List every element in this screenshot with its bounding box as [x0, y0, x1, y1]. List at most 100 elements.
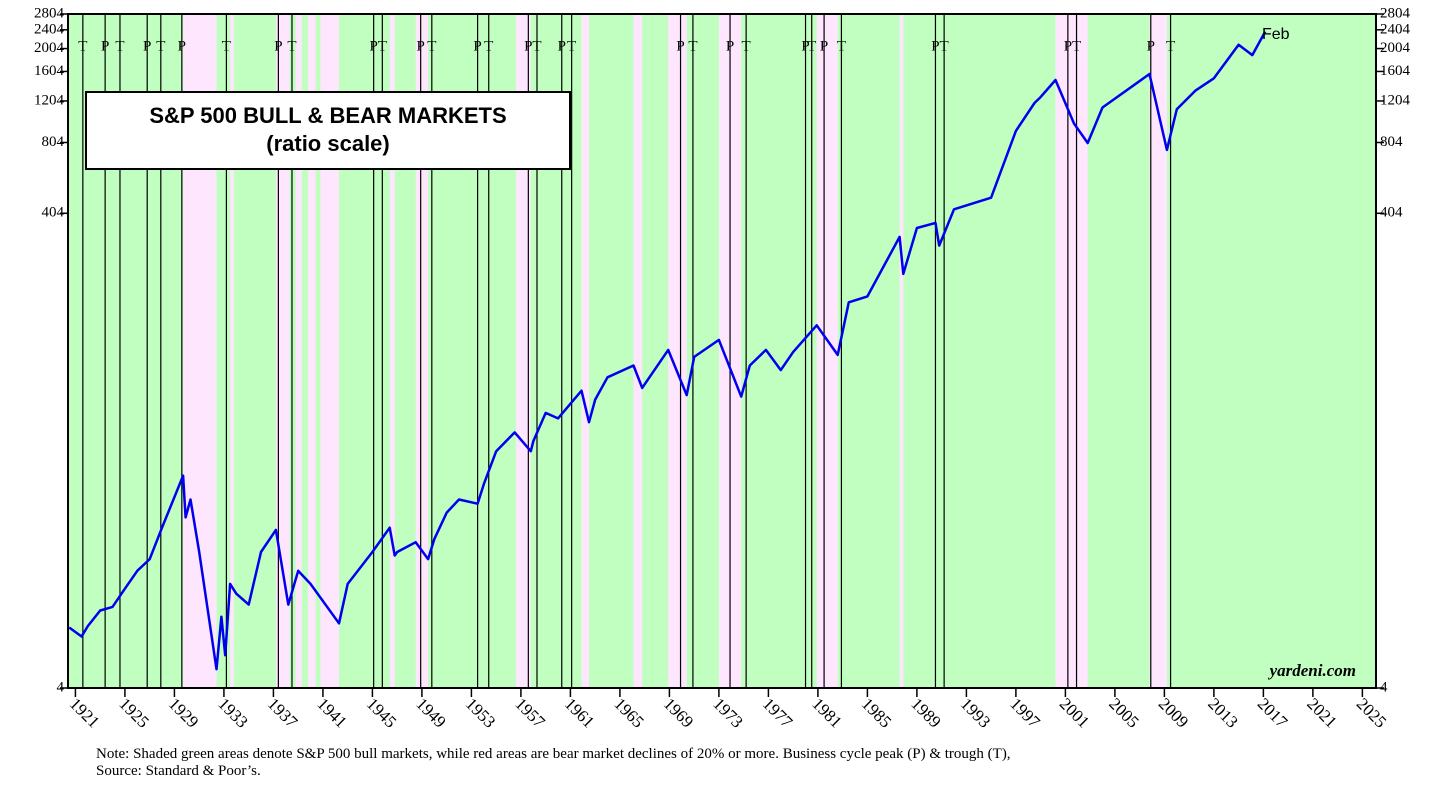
bear-market [816, 14, 838, 688]
cycle-label: T [1072, 38, 1081, 54]
x-tick-label: 1957 [511, 694, 549, 732]
y2-tick-label: 804 [1380, 134, 1403, 150]
x-tick-label: 1929 [165, 694, 202, 731]
cycle-label: P [143, 38, 151, 54]
cycle-label: P [417, 38, 425, 54]
x-tick-label: 1977 [759, 694, 797, 732]
cycle-label: P [558, 38, 566, 54]
annotation: Feb [1262, 26, 1290, 43]
cycle-label: T [427, 38, 436, 54]
x-tick-label: 1993 [957, 694, 994, 731]
plot-frame [67, 13, 1377, 689]
source: Source: Standard & Poor’s. [96, 763, 261, 779]
x-tick-label: 1945 [363, 694, 400, 731]
cycle-label: T [940, 38, 949, 54]
x-tick-label: 1969 [660, 694, 697, 731]
x-tick-label: 1949 [412, 694, 449, 731]
cycle-label: P [1064, 38, 1072, 54]
cycle-label: T [742, 38, 751, 54]
bear-market [581, 14, 589, 688]
bear-market [275, 14, 290, 688]
x-tick-label: 1989 [907, 694, 944, 731]
cycle-label: T [115, 38, 124, 54]
cycle-label: T [688, 38, 697, 54]
x-tick-label: 1925 [115, 694, 152, 731]
x-tick-label: 1961 [561, 694, 598, 731]
x-tick-label: 1953 [462, 694, 499, 731]
cycle-label: P [524, 38, 532, 54]
x-tick-label: 1937 [264, 694, 302, 732]
y-tick-label: 1204 [34, 92, 65, 108]
cycle-label: P [820, 38, 828, 54]
y-tick-label: 2004 [34, 40, 65, 56]
cycle-label: T [378, 38, 387, 54]
y2-tick-label: 2404 [1380, 21, 1411, 37]
chart: S&P 500 BULL & BEAR MARKETS (ratio scale… [34, 5, 1411, 732]
cycle-label: P [178, 38, 186, 54]
x-tick-label: 1973 [709, 694, 746, 731]
bear-market [1149, 14, 1167, 688]
title-box [85, 91, 571, 170]
cycle-label: P [1147, 38, 1155, 54]
bear-market [899, 14, 904, 688]
bear-market [633, 14, 643, 688]
cycle-label: T [287, 38, 296, 54]
x-tick-label: 1941 [313, 694, 350, 731]
x-tick-label: 2005 [1105, 694, 1142, 731]
cycle-label: T [222, 38, 231, 54]
x-tick-label: 1997 [1006, 694, 1044, 732]
cycle-label: T [1166, 38, 1175, 54]
x-tick-label: 1965 [610, 694, 647, 731]
y-tick-label: 2804 [34, 5, 65, 21]
bear-market [308, 14, 316, 688]
cycle-label: T [532, 38, 541, 54]
index-line [68, 30, 1267, 671]
x-tick-label: 1981 [808, 694, 845, 731]
cycle-label: T [807, 38, 816, 54]
x-tick-label: 2001 [1056, 694, 1093, 731]
bear-market [1055, 14, 1088, 688]
y2-tick-label: 2804 [1380, 5, 1411, 21]
x-tick-label: 2021 [1303, 694, 1340, 731]
x-tick-label: 2017 [1254, 694, 1292, 732]
y-tick-label: 804 [42, 134, 65, 150]
x-tick-label: 1921 [66, 694, 103, 731]
y2-tick-label: 1604 [1380, 63, 1411, 79]
cycle-label: P [931, 38, 939, 54]
chart-subtitle: (ratio scale) [266, 131, 390, 156]
y2-tick-label: 4 [1380, 679, 1388, 695]
cycle-label: P [801, 38, 809, 54]
bear-market [230, 14, 234, 688]
cycle-label: T [78, 38, 87, 54]
x-tick-label: 2025 [1353, 694, 1390, 731]
cycle-label: P [726, 38, 734, 54]
cycle-label: T [567, 38, 576, 54]
cycle-label: P [274, 38, 282, 54]
cycle-label: P [676, 38, 684, 54]
note: Note: Shaded green areas denote S&P 500 … [96, 746, 1011, 762]
cycle-label: P [473, 38, 481, 54]
x-tick-label: 1933 [214, 694, 251, 731]
x-tick-label: 1985 [858, 694, 895, 731]
cycle-label: P [101, 38, 109, 54]
watermark: yardeni.com [1268, 661, 1356, 680]
bear-market [295, 14, 302, 688]
x-tick-label: 2009 [1155, 694, 1192, 731]
bear-market [415, 14, 429, 688]
cycle-label: T [837, 38, 846, 54]
y2-tick-label: 404 [1380, 205, 1403, 221]
cycle-label: P [369, 38, 377, 54]
bear-market [668, 14, 687, 688]
cycle-label: T [156, 38, 165, 54]
y-tick-label: 4 [57, 679, 65, 695]
x-tick-label: 2013 [1204, 694, 1241, 731]
bear-market [320, 14, 340, 688]
y-tick-label: 1604 [34, 63, 65, 79]
cycle-label: T [484, 38, 493, 54]
y-tick-label: 404 [42, 205, 65, 221]
y2-tick-label: 2004 [1380, 40, 1411, 56]
y2-tick-label: 1204 [1380, 92, 1411, 108]
chart-title: S&P 500 BULL & BEAR MARKETS [149, 103, 506, 128]
bear-market [515, 14, 531, 688]
